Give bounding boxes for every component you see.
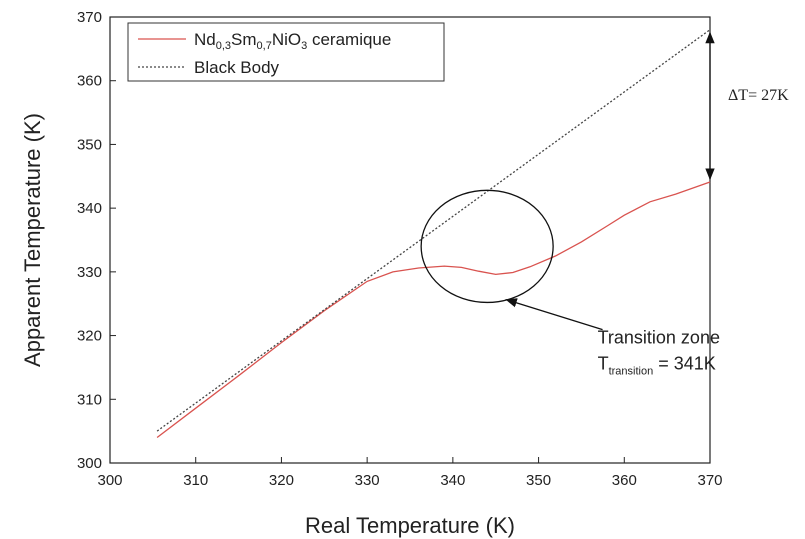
- transition-zone-arrow: [505, 298, 603, 331]
- y-tick-label: 330: [77, 264, 102, 281]
- transition-zone-label: Transition zone: [598, 328, 720, 348]
- x-tick-label: 330: [355, 472, 380, 489]
- legend: Nd0,3Sm0,7NiO3 ceramique Black Body: [127, 22, 445, 82]
- y-tick-label: 300: [77, 455, 102, 472]
- x-tick-label: 320: [269, 472, 294, 489]
- y-tick-label: 340: [77, 200, 102, 217]
- y-tick-label: 320: [77, 328, 102, 345]
- legend-label-ceramique: Nd0,3Sm0,7NiO3 ceramique: [194, 30, 391, 52]
- series-line-black-body: [156, 29, 711, 432]
- x-tick-label: 370: [697, 472, 722, 489]
- y-tick-label: 360: [77, 73, 102, 90]
- x-tick-label: 300: [97, 472, 122, 489]
- series-line-ceramique: [156, 181, 711, 439]
- legend-box: [127, 22, 445, 82]
- y-tick-label: 350: [77, 136, 102, 153]
- annotations: ΔT= 27K Transition zone Ttransition = 34…: [420, 31, 789, 378]
- y-axis-title: Apparent Temperature (K): [20, 113, 45, 367]
- y-axis-ticks: 300 310 320 330 340 350 360 370: [77, 9, 116, 472]
- transition-zone-ellipse: [420, 189, 554, 304]
- x-tick-label: 360: [612, 472, 637, 489]
- plot-frame: [109, 16, 711, 464]
- x-axis-ticks: 300 310 320 330 340 350 360 370: [97, 457, 723, 489]
- y-tick-label: 370: [77, 9, 102, 26]
- x-tick-label: 350: [526, 472, 551, 489]
- x-tick-label: 310: [183, 472, 208, 489]
- series-layer: [156, 29, 711, 439]
- legend-label-black-body: Black Body: [194, 58, 280, 77]
- x-axis-title: Real Temperature (K): [305, 513, 515, 538]
- y-tick-label: 310: [77, 391, 102, 408]
- x-tick-label: 340: [440, 472, 465, 489]
- transition-temperature-label: Ttransition = 341K: [598, 354, 716, 378]
- delta-t-label: ΔT= 27K: [728, 87, 789, 104]
